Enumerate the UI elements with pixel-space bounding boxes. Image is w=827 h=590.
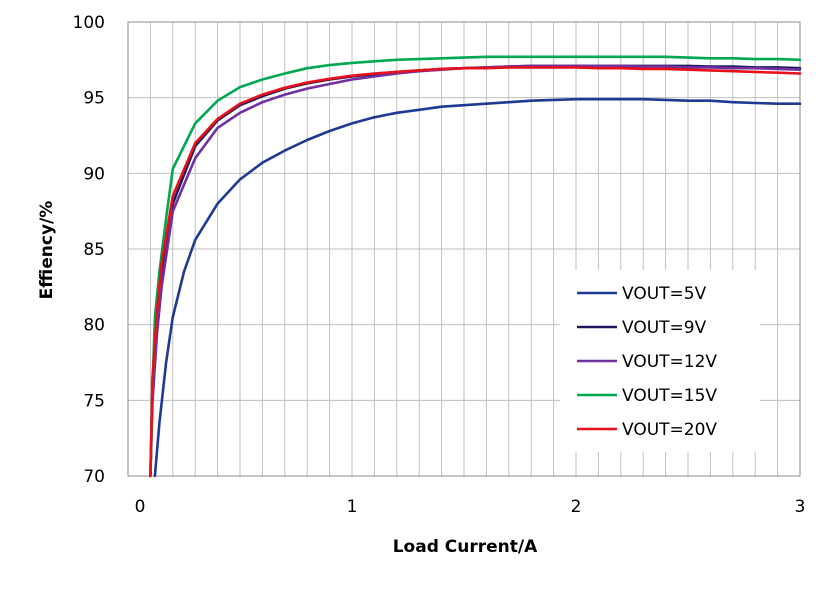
y-tick-label: 100 — [73, 13, 105, 33]
legend-label: VOUT=15V — [622, 386, 717, 406]
y-tick-label: 85 — [83, 240, 105, 260]
legend-label: VOUT=9V — [622, 318, 707, 338]
plot-frame — [127, 21, 801, 477]
y-axis-title: Effiency/% — [37, 201, 57, 300]
plot-border — [127, 21, 801, 477]
series-line — [153, 97, 802, 478]
x-tick-label: 3 — [795, 497, 806, 517]
y-tick-label: 80 — [83, 316, 105, 336]
series-line — [149, 66, 802, 478]
legend-label: VOUT=5V — [622, 284, 707, 304]
x-axis-title: Load Current/A — [393, 537, 538, 557]
x-tick-label: 1 — [347, 497, 358, 517]
y-tick-label: 90 — [83, 164, 105, 184]
y-tick-label: 95 — [83, 89, 105, 109]
y-tick-label: 70 — [83, 467, 105, 487]
series-lines — [149, 55, 802, 478]
x-tick-label: 0 — [135, 497, 146, 517]
legend-label: VOUT=12V — [622, 352, 717, 372]
x-tick-label: 2 — [571, 497, 582, 517]
y-axis-tick-labels: 70 75 80 85 90 95 100 — [73, 13, 105, 487]
legend: VOUT=5V VOUT=9V VOUT=12V VOUT=15V VOUT=20V — [560, 270, 760, 452]
legend-label: VOUT=20V — [622, 420, 717, 440]
y-tick-label: 75 — [83, 391, 105, 411]
x-axis-tick-labels: 0 1 2 3 — [135, 497, 806, 517]
series-line — [149, 55, 802, 478]
